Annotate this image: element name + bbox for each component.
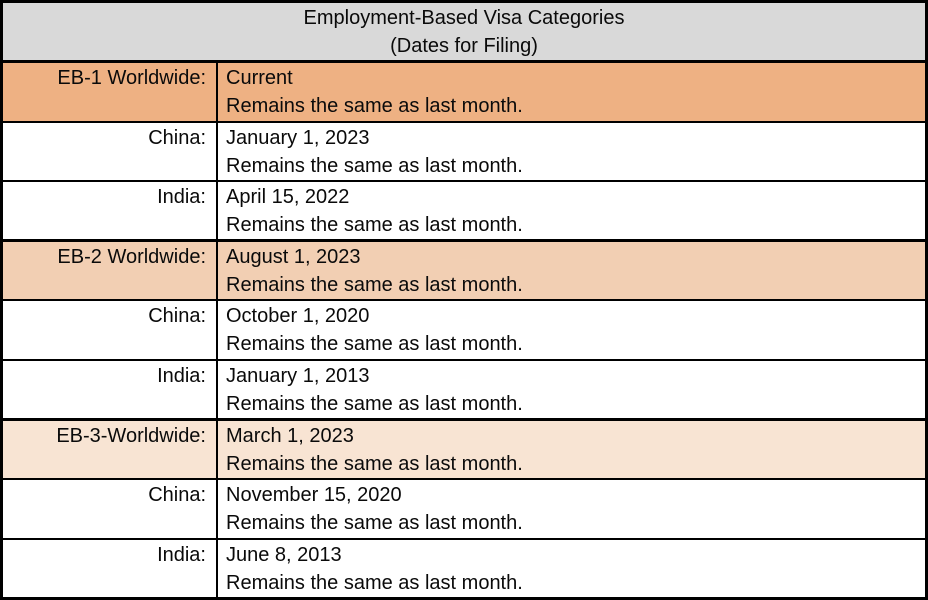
row-date: Current <box>226 67 293 90</box>
table-row-eb3-india: India: June 8, 2013 Remains the same as … <box>3 537 925 597</box>
category-label: China: <box>148 126 206 149</box>
row-label-cell: EB-3-Worldwide: <box>3 421 218 479</box>
row-date: January 1, 2023 <box>226 126 370 149</box>
table-row-eb2-india: India: January 1, 2013 Remains the same … <box>3 358 925 419</box>
row-note: Remains the same as last month. <box>226 95 523 118</box>
category-label: EB-1 Worldwide: <box>57 67 206 90</box>
row-value-cell: August 1, 2023 Remains the same as last … <box>218 242 925 299</box>
category-label: India: <box>157 543 206 566</box>
row-note: Remains the same as last month. <box>226 512 523 535</box>
category-label: China: <box>148 305 206 328</box>
row-note: Remains the same as last month. <box>226 154 523 177</box>
table-row-eb2-china: China: October 1, 2020 Remains the same … <box>3 299 925 359</box>
row-value-cell: March 1, 2023 Remains the same as last m… <box>218 421 925 478</box>
table-row-eb3-china: China: November 15, 2020 Remains the sam… <box>3 478 925 538</box>
category-label: India: <box>157 364 206 387</box>
category-label: EB-2 Worldwide: <box>57 246 206 269</box>
row-value-cell: June 8, 2013 Remains the same as last mo… <box>218 540 925 597</box>
row-value-cell: October 1, 2020 Remains the same as last… <box>218 301 925 358</box>
row-label-cell: India: <box>3 539 218 597</box>
row-value-cell: January 1, 2023 Remains the same as last… <box>218 123 925 180</box>
category-label: EB-3-Worldwide: <box>56 425 206 448</box>
row-date: November 15, 2020 <box>226 484 402 507</box>
table-header: Employment-Based Visa Categories (Dates … <box>3 3 925 61</box>
row-label-cell: EB-2 Worldwide: <box>3 242 218 300</box>
row-date: April 15, 2022 <box>226 185 350 208</box>
row-note: Remains the same as last month. <box>226 392 523 415</box>
row-date: June 8, 2013 <box>226 543 342 566</box>
row-date: August 1, 2023 <box>226 246 361 269</box>
row-label-cell: China: <box>3 301 218 359</box>
row-label-cell: China: <box>3 480 218 538</box>
row-value-cell: Current Remains the same as last month. <box>218 63 925 120</box>
row-label-cell: India: <box>3 181 218 240</box>
row-label-cell: China: <box>3 122 218 180</box>
row-note: Remains the same as last month. <box>226 453 523 476</box>
table-row-eb2-worldwide: EB-2 Worldwide: August 1, 2023 Remains t… <box>3 239 925 300</box>
table-row-eb1-india: India: April 15, 2022 Remains the same a… <box>3 179 925 240</box>
row-value-cell: November 15, 2020 Remains the same as la… <box>218 480 925 537</box>
table-row-eb1-worldwide: EB-1 Worldwide: Current Remains the same… <box>3 60 925 121</box>
row-date: October 1, 2020 <box>226 305 370 328</box>
row-value-cell: April 15, 2022 Remains the same as last … <box>218 182 925 239</box>
page-title: Employment-Based Visa Categories <box>303 6 625 29</box>
row-date: January 1, 2013 <box>226 364 370 387</box>
row-note: Remains the same as last month. <box>226 274 523 297</box>
table-row-eb1-china: China: January 1, 2023 Remains the same … <box>3 120 925 180</box>
category-label: China: <box>148 484 206 507</box>
row-value-cell: January 1, 2013 Remains the same as last… <box>218 361 925 418</box>
row-date: March 1, 2023 <box>226 425 354 448</box>
category-label: India: <box>157 185 206 208</box>
page-subtitle: (Dates for Filing) <box>390 34 538 57</box>
row-note: Remains the same as last month. <box>226 213 523 236</box>
row-note: Remains the same as last month. <box>226 571 523 594</box>
row-label-cell: India: <box>3 360 218 419</box>
row-note: Remains the same as last month. <box>226 333 523 356</box>
table-row-eb3-worldwide: EB-3-Worldwide: March 1, 2023 Remains th… <box>3 418 925 479</box>
row-label-cell: EB-1 Worldwide: <box>3 63 218 121</box>
